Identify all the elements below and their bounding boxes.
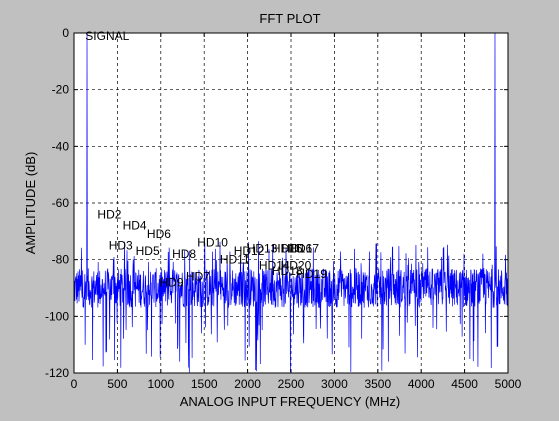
annotation-hd16: HD16 xyxy=(281,241,312,255)
x-tick-label: 5000 xyxy=(495,377,522,391)
annotation-hd10: HD10 xyxy=(197,236,228,250)
spectrum-line xyxy=(73,32,509,373)
annotation-hd18: HD18 xyxy=(272,264,303,278)
annotation-hd13: HD13 xyxy=(247,241,278,255)
y-tick-label: -60 xyxy=(52,196,70,210)
annotation-hd3: HD3 xyxy=(109,239,133,253)
annotation-hd7: HD7 xyxy=(186,270,210,284)
x-axis-label: ANALOG INPUT FREQUENCY (MHz) xyxy=(180,394,401,409)
x-tick-label: 0 xyxy=(71,377,78,391)
annotations: SIGNALHD2HD3HD4HD5HD6HD7HD8HD9HD10HD11HD… xyxy=(85,29,327,290)
y-tick-label: -100 xyxy=(45,309,69,323)
annotation-hd12: HD12 xyxy=(234,244,265,258)
annotation-hd11: HD11 xyxy=(220,253,250,267)
x-tick-label: 500 xyxy=(107,377,127,391)
x-tick-label: 3000 xyxy=(321,377,348,391)
x-tick-label: 1500 xyxy=(191,377,218,391)
annotation-hd14: HD14 xyxy=(259,258,290,272)
y-tick-label: -80 xyxy=(52,253,70,267)
annotation-hd5: HD5 xyxy=(136,244,160,258)
x-axis-ticks: 0 500 1000 1500 2000 2500 3000 3500 4000 4500 5000 xyxy=(71,33,522,391)
annotation-hd9: HD9 xyxy=(159,275,183,289)
x-tick-label: 2000 xyxy=(234,377,261,391)
y-tick-label: -20 xyxy=(52,83,70,97)
annotation-hd4: HD4 xyxy=(123,219,147,233)
y-axis-label: AMPLITUDE (dB) xyxy=(23,152,38,255)
annotation-hd2: HD2 xyxy=(97,207,121,221)
y-axis-ticks: 0 -20 -40 -60 -80 -100 -120 xyxy=(45,26,508,380)
annotation-signal: SIGNAL xyxy=(85,29,129,43)
x-tick-label: 4500 xyxy=(451,377,478,391)
y-tick-label: 0 xyxy=(62,26,69,40)
annotation-hd20: HD20 xyxy=(281,258,312,272)
x-tick-label: 1000 xyxy=(147,377,174,391)
x-tick-label: 2500 xyxy=(278,377,305,391)
annotation-hd15: HD15 xyxy=(272,241,303,255)
x-tick-label: 3500 xyxy=(364,377,391,391)
annotation-hd6: HD6 xyxy=(147,227,171,241)
annotation-hd19: HD19 xyxy=(296,267,327,281)
annotation-hd17: HD17 xyxy=(288,241,319,255)
annotation-hd8: HD8 xyxy=(172,247,196,261)
y-tick-label: -120 xyxy=(45,366,69,380)
chart-title: FFT PLOT xyxy=(259,11,320,26)
y-tick-label: -40 xyxy=(52,139,70,153)
x-tick-label: 4000 xyxy=(408,377,435,391)
grid xyxy=(74,33,508,373)
series-fft xyxy=(73,32,509,373)
